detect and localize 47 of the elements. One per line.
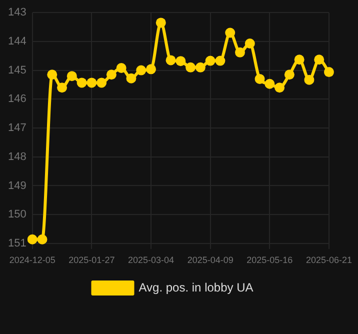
x-tick-label: 2025-04-09: [187, 255, 234, 266]
point: [126, 73, 136, 84]
point: [106, 70, 116, 80]
point: [47, 70, 58, 80]
point: [27, 234, 38, 244]
point: [244, 38, 255, 48]
point: [96, 78, 107, 88]
point: [254, 74, 265, 84]
point: [264, 78, 275, 89]
point: [284, 70, 294, 80]
point: [116, 63, 126, 73]
y-tick-label: 149: [8, 180, 26, 192]
x-tick-label: 2025-05-16: [246, 255, 293, 266]
point: [136, 65, 146, 76]
x-tick-label: 2025-01-27: [68, 255, 115, 266]
point: [146, 64, 156, 74]
point: [37, 234, 48, 244]
y-tick-label: 150: [8, 208, 26, 221]
point: [205, 56, 216, 66]
point: [314, 54, 324, 65]
point: [57, 82, 68, 93]
x-tick-label: 2025-03-04: [128, 255, 174, 266]
point: [156, 18, 166, 28]
point: [195, 62, 206, 72]
point: [176, 56, 186, 66]
point: [215, 56, 226, 66]
point: [86, 78, 97, 88]
point: [274, 82, 285, 93]
point: [234, 47, 245, 58]
legend-label: Avg. pos. in lobby UA: [138, 280, 254, 294]
point: [304, 74, 314, 85]
point: [186, 62, 196, 72]
point: [66, 71, 77, 82]
point: [294, 54, 304, 65]
y-tick-label: 146: [8, 93, 26, 106]
point: [225, 28, 236, 38]
point: [166, 55, 176, 66]
y-tick-label: 147: [8, 122, 26, 134]
y-tick-label: 145: [8, 64, 26, 76]
y-tick-label: 144: [8, 35, 26, 48]
y-tick-label: 143: [8, 6, 26, 19]
y-tick-label: 151: [8, 237, 26, 250]
x-tick-label: 2024-12-05: [9, 255, 56, 266]
point: [324, 67, 334, 78]
y-tick-label: 148: [8, 150, 26, 163]
point: [76, 78, 87, 88]
x-tick-label: 2025-06-21: [306, 255, 352, 266]
